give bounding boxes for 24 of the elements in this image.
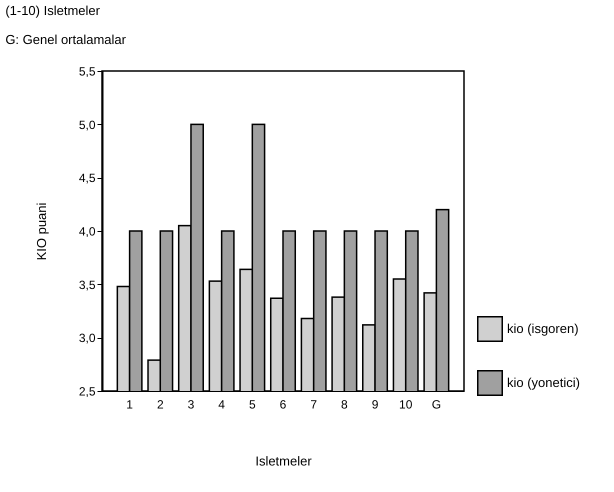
x-tick-label: 4 (218, 398, 226, 412)
x-tick-label: 2 (156, 398, 164, 412)
x-tick-label: 8 (341, 398, 348, 412)
x-axis-title: Isletmeler (255, 454, 312, 468)
x-tick-label: 5 (248, 398, 256, 412)
chart-title: (1-10) Isletmeler (5, 3, 101, 18)
x-tick-label: 1 (126, 398, 134, 412)
x-tick-label: 10 (399, 398, 413, 412)
y-tick-label: 3,0 (78, 331, 96, 346)
x-tick-label: 9 (372, 398, 379, 412)
legend-label: kio (isgoren) (507, 321, 579, 336)
x-tick-label: G (432, 398, 442, 412)
y-tick-label: 3,5 (78, 278, 96, 292)
y-tick-label: 4,0 (78, 224, 96, 238)
y-tick-label: 2,5 (78, 384, 96, 398)
legend-label: kio (yonetici) (507, 375, 580, 390)
x-tick-label: 6 (280, 398, 287, 412)
y-tick-label: 5,0 (78, 118, 96, 132)
y-tick-label: 5,5 (78, 64, 96, 78)
y-tick-label: 4,5 (78, 171, 96, 186)
x-tick-label: 3 (188, 398, 195, 412)
y-axis-title: KIO puani (34, 202, 49, 260)
chart-subtitle: G: Genel ortalamalar (5, 32, 127, 47)
x-tick-label: 7 (310, 398, 318, 412)
